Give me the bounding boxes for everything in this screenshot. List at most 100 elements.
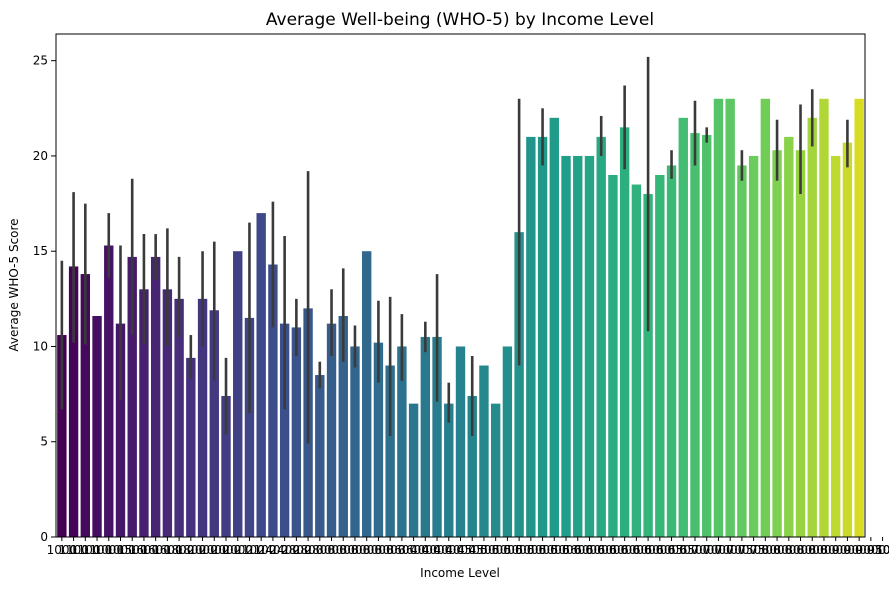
bar [784,136,794,537]
x-tick-label: 9000 [844,543,875,557]
x-tick-label: 6000 [598,543,629,557]
x-tick-label: 6500 [668,543,699,557]
x-tick-label: 3600 [398,543,429,557]
bar [526,136,536,537]
bar [338,315,348,537]
bar [467,396,477,537]
bar [678,117,688,537]
x-tick-label: 8000 [797,543,828,557]
bar [397,346,407,537]
bar [68,266,79,537]
x-tick-label: 5600 [562,543,593,557]
bar [162,289,173,537]
bar [584,155,595,537]
bar [514,232,524,537]
plot-area [57,56,864,538]
x-tick-label: 8000 [809,543,840,557]
x-tick-label: 7500 [750,543,781,557]
x-tick-label: 1800 [164,543,195,557]
bar [291,327,302,537]
x-tick-label: 5000 [504,543,535,557]
x-tick-label: 4000 [445,543,476,557]
x-tick-label: 3000 [340,543,371,557]
x-tick-label: 4000 [410,543,441,557]
x-tick-label: 1000 [93,543,124,557]
x-tick-label: 2100 [234,543,265,557]
bar [690,133,700,537]
x-tick-label: 6500 [680,543,711,557]
bar [115,323,126,537]
x-axis-label: Income Level [420,566,500,580]
bar [385,365,395,537]
bar [174,298,184,537]
x-tick-label: 2800 [293,543,324,557]
bar [186,357,196,537]
bar [549,117,559,537]
bar [279,323,290,537]
x-tick-label: 1600 [152,543,183,557]
x-tick-label: 5000 [551,543,582,557]
x-tick-label: 1500 [117,543,148,557]
bar [432,336,442,537]
bar [373,342,384,537]
bar [702,134,712,538]
bar [596,136,606,537]
x-tick-label: 3000 [328,543,359,557]
x-tick-label: 3000 [351,543,382,557]
x-tick-label: 2800 [281,543,312,557]
x-tick-label: 7000 [703,543,734,557]
x-tick-label: 1100 [82,543,113,557]
bar [748,155,759,537]
x-tick-label: 6000 [656,543,687,557]
bar [104,245,114,538]
x-tick-label: 8000 [774,543,805,557]
x-tick-label: 1000 [105,543,136,557]
bar [362,251,372,537]
bar [795,150,806,537]
x-tick-label: 4500 [469,543,500,557]
bar [713,98,724,537]
y-tick-label: 0 [40,530,48,544]
x-tick-label: 6000 [609,543,640,557]
x-tick-label: 2000 [222,543,253,557]
x-tick-label: 2000 [211,543,242,557]
bar [268,264,278,537]
x-tick-label: 3000 [316,543,347,557]
x-tick-label: 1100 [58,543,89,557]
x-tick-label: 6000 [633,543,664,557]
x-axis: 1000110011001100100010001500160016001600… [47,537,889,557]
x-tick-label: 2000 [199,543,230,557]
x-tick-label: 3600 [387,543,418,557]
bar [573,155,583,537]
y-tick-label: 20 [33,149,48,163]
x-tick-label: 1100 [70,543,101,557]
x-tick-label: 4500 [457,543,488,557]
bar [408,403,419,537]
x-tick-label: 5000 [539,543,570,557]
bar [233,251,243,537]
x-tick-label: 8000 [785,543,816,557]
bar [256,213,266,537]
x-tick-label: 2100 [246,543,277,557]
x-tick-label: 6000 [586,543,617,557]
x-tick-label: 5000 [492,543,523,557]
y-axis: 0 5 10 15 20 25 [33,54,56,544]
y-tick-label: 10 [33,339,48,353]
bar [631,184,642,537]
bar [655,174,665,538]
bar [326,323,337,537]
x-tick-label: 8000 [762,543,793,557]
bar [561,155,571,537]
bar [315,375,325,537]
x-tick-label: 6000 [621,543,652,557]
x-tick-label: 10000 [875,543,889,557]
bar [92,315,102,537]
x-tick-label: 5000 [516,543,547,557]
bar [244,317,255,537]
bar [854,98,864,537]
y-tick-label: 15 [33,244,48,258]
x-tick-label: 2000 [187,543,218,557]
y-axis-label: Average WHO-5 Score [7,218,21,351]
bar [444,403,454,537]
